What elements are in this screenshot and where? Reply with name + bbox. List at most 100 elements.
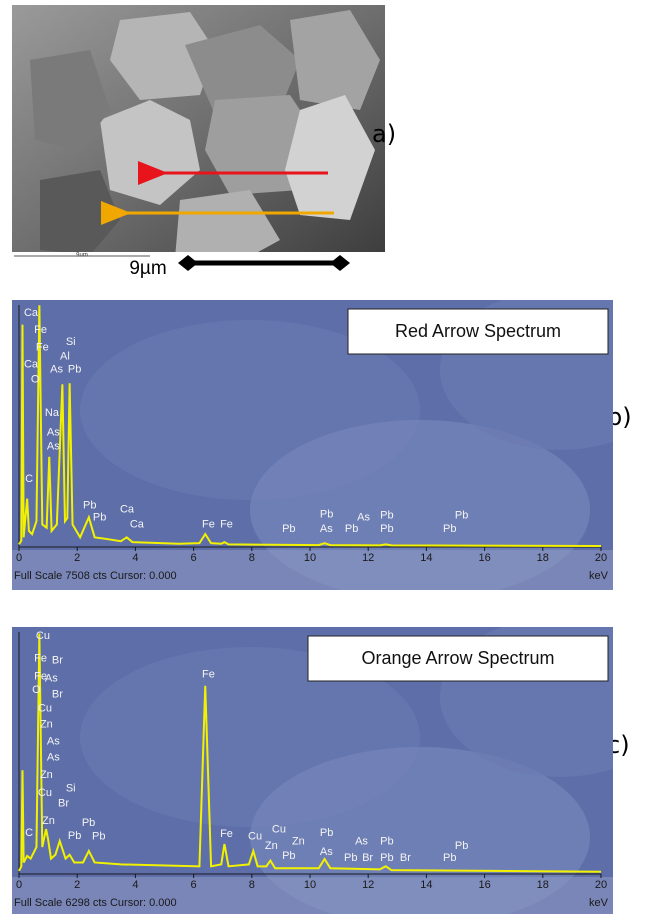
peak-label: Ca [24, 358, 39, 370]
peak-label: Ca [120, 504, 135, 516]
peak-label: Pb [93, 511, 106, 523]
peak-label: Cu [38, 702, 52, 714]
x-tick-label: 14 [420, 879, 432, 891]
x-tick-label: 6 [191, 879, 197, 891]
peak-label: Pb [380, 836, 393, 848]
peak-label: Pb [282, 523, 295, 535]
peak-label: C [25, 473, 33, 485]
peak-label: Fe [220, 828, 233, 840]
peak-label: Ca [130, 518, 145, 530]
x-tick-label: 10 [304, 879, 316, 891]
peak-label: As [47, 426, 60, 438]
peak-label: Pb [344, 852, 357, 864]
peak-label: Pb [83, 499, 96, 511]
x-tick-label: 18 [537, 879, 549, 891]
peak-label: O [31, 373, 40, 385]
peak-label: Si [66, 783, 76, 795]
peak-label: As [355, 836, 368, 848]
x-tick-label: 2 [74, 552, 80, 564]
peak-label: As [47, 440, 60, 452]
peak-label: As [47, 735, 60, 747]
x-tick-label: 4 [132, 552, 138, 564]
footer: Full Scale 7508 cts Cursor: 0.000 [14, 570, 177, 582]
peak-label: Pb [443, 852, 456, 864]
peak-label: Fe [34, 670, 47, 682]
peak-label: Pb [380, 852, 393, 864]
x-tick-label: 2 [74, 879, 80, 891]
x-tick-label: 4 [132, 879, 138, 891]
peak-label: Pb [380, 509, 393, 521]
peak-label: Pb [92, 831, 105, 843]
spectrum-line [18, 305, 602, 548]
title-box [347, 308, 609, 355]
peak-label: Br [52, 688, 63, 700]
peak-label: Pb [455, 509, 468, 521]
peak-label: Pb [320, 827, 333, 839]
peak-label: As [320, 846, 333, 858]
peak-label: Pb [455, 840, 468, 852]
peak-label: Pb [82, 817, 95, 829]
peak-label: Pb [282, 850, 295, 862]
x-tick-label: 8 [249, 879, 255, 891]
x-tick-label: 10 [304, 552, 316, 564]
peak-label: Fe [220, 518, 233, 530]
peak-label: As [47, 751, 60, 763]
peak-label: Al [60, 350, 70, 362]
peak-label: Fe [36, 342, 49, 354]
peak-label: Br [58, 798, 69, 810]
peak-label: As [357, 511, 370, 523]
x-tick-label: 16 [478, 879, 490, 891]
x-tick-label: 6 [191, 552, 197, 564]
peak-label: Na [45, 407, 60, 419]
peak-label: C [25, 827, 33, 839]
x-tick-label: 0 [16, 552, 22, 564]
peak-label: Fe [34, 324, 47, 336]
x-tick-label: 18 [537, 552, 549, 564]
chart-title: Orange Arrow Spectrum [361, 648, 554, 668]
peak-label: Ca [24, 307, 39, 319]
peak-label: Br [52, 654, 63, 666]
peak-label: Fe [202, 668, 215, 680]
peak-label: Cu [248, 831, 262, 843]
peak-label: O [32, 684, 41, 696]
scale-bar: 9µm [129, 255, 350, 279]
peak-label: Fe [202, 518, 215, 530]
peak-label: Si [66, 336, 76, 348]
sem-scalebar-small: 9um [76, 253, 88, 259]
peak-label: Pb [443, 523, 456, 535]
chart-title: Red Arrow Spectrum [395, 321, 561, 341]
x-tick-label: 14 [420, 552, 432, 564]
peak-label: Zn [40, 769, 53, 781]
x-tick-label: 20 [595, 879, 607, 891]
x-tick-label: 12 [362, 552, 374, 564]
peak-label: Zn [40, 718, 53, 730]
x-tick-label: 12 [362, 879, 374, 891]
spectrum-line [18, 633, 602, 873]
footer: Full Scale 6298 cts Cursor: 0.000 [14, 897, 177, 909]
x-tick-label: 8 [249, 552, 255, 564]
peak-label: Pb [68, 830, 81, 842]
peak-label: Cu [38, 787, 52, 799]
sem-image: 9um [12, 5, 385, 262]
peak-label: Zn [292, 836, 305, 848]
x-tick-label: 20 [595, 552, 607, 564]
peak-label: As [45, 672, 58, 684]
peak-label: Cu [272, 824, 286, 836]
peak-label: Pb [345, 523, 358, 535]
peak-label: Br [362, 852, 373, 864]
peak-label: Pb [380, 523, 393, 535]
title-box [307, 635, 609, 682]
peak-label: Br [400, 852, 411, 864]
peak-label: Zn [42, 815, 55, 827]
x-axis-label: keV [589, 897, 609, 909]
panel-label: a) [372, 120, 396, 148]
peak-label: Pb [68, 363, 81, 375]
peak-label: Zn [265, 840, 278, 852]
peak-label: As [320, 523, 333, 535]
scale-label: 9µm [129, 258, 166, 279]
peak-label: Pb [320, 508, 333, 520]
peak-label: Cu [36, 630, 50, 642]
